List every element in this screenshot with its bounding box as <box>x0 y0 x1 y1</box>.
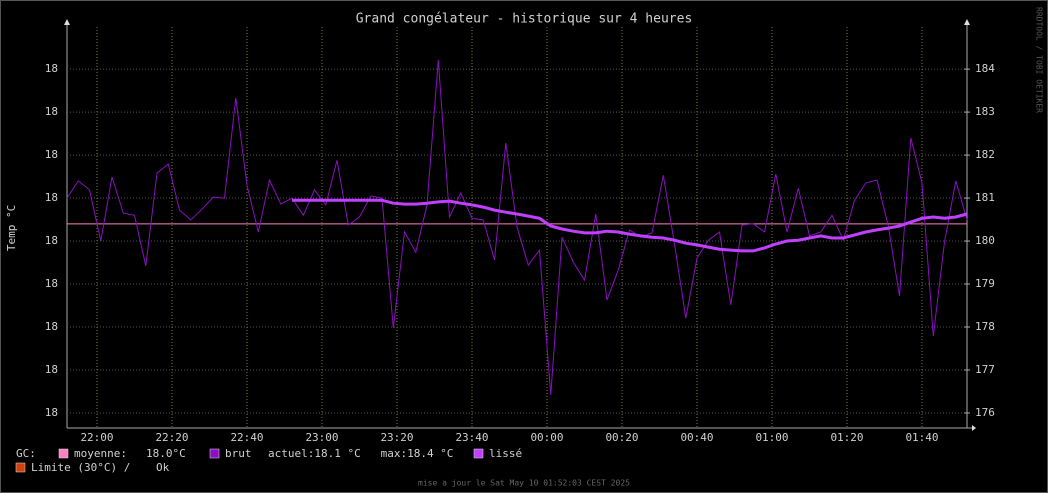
y2-tick-label: 181 <box>975 191 995 204</box>
legend-title: GC: <box>16 447 36 460</box>
y2-tick-label: 184 <box>975 62 995 75</box>
y-tick-label: 18 <box>45 191 58 204</box>
y-tick-label: 18 <box>45 406 58 419</box>
legend-label: Limite (30°C) / <box>31 461 130 474</box>
y-tick-label: 18 <box>45 148 58 161</box>
legend-status: Ok <box>156 461 170 474</box>
x-tick-label: 00:40 <box>680 431 713 444</box>
y-tick-label: 18 <box>45 277 58 290</box>
legend-swatch <box>209 448 220 459</box>
axis-arrow <box>64 19 70 25</box>
y2-tick-label: 177 <box>975 363 995 376</box>
series-line <box>66 60 968 395</box>
x-tick-label: 23:00 <box>305 431 338 444</box>
y-tick-label: 18 <box>45 320 58 333</box>
x-tick-label: 22:40 <box>230 431 263 444</box>
series-line <box>292 198 968 253</box>
legend-label: lissé <box>489 447 522 460</box>
x-tick-label: 00:20 <box>605 431 638 444</box>
side-text: RRDTOOL / TOBI OETIKER <box>1035 7 1044 113</box>
y-tick-label: 18 <box>45 105 58 118</box>
y-tick-label: 18 <box>45 363 58 376</box>
y2-tick-label: 179 <box>975 277 995 290</box>
footer: mise a jour le Sat May 10 01:52:03 CEST … <box>418 479 630 488</box>
y2-tick-label: 178 <box>975 320 995 333</box>
y2-tick-label: 180 <box>975 234 995 247</box>
y2-tick-label: 182 <box>975 148 995 161</box>
legend-label: brut <box>225 447 252 460</box>
axis-arrow <box>972 425 976 431</box>
legend-value: 18.0°C <box>146 447 186 460</box>
y-tick-label: 18 <box>45 234 58 247</box>
x-tick-label: 01:20 <box>830 431 863 444</box>
legend-swatch <box>15 462 26 473</box>
y2-tick-label: 183 <box>975 105 995 118</box>
axis-arrow <box>964 19 970 25</box>
y2-tick-label: 176 <box>975 406 995 419</box>
x-tick-label: 22:00 <box>80 431 113 444</box>
x-tick-label: 23:20 <box>380 431 413 444</box>
legend-label: moyenne: <box>74 447 127 460</box>
y-axis-label: Temp °C <box>5 205 18 251</box>
x-tick-label: 22:20 <box>155 431 188 444</box>
x-tick-label: 23:40 <box>455 431 488 444</box>
legend-swatch <box>58 448 69 459</box>
x-tick-label: 01:00 <box>755 431 788 444</box>
legend-stats: actuel:18.1 °C max:18.4 °C <box>268 447 453 460</box>
x-tick-label: 01:40 <box>905 431 938 444</box>
y-tick-label: 18 <box>45 62 58 75</box>
chart-title: Grand congélateur - historique sur 4 heu… <box>356 12 693 27</box>
x-tick-label: 00:00 <box>530 431 563 444</box>
legend-swatch <box>473 448 484 459</box>
